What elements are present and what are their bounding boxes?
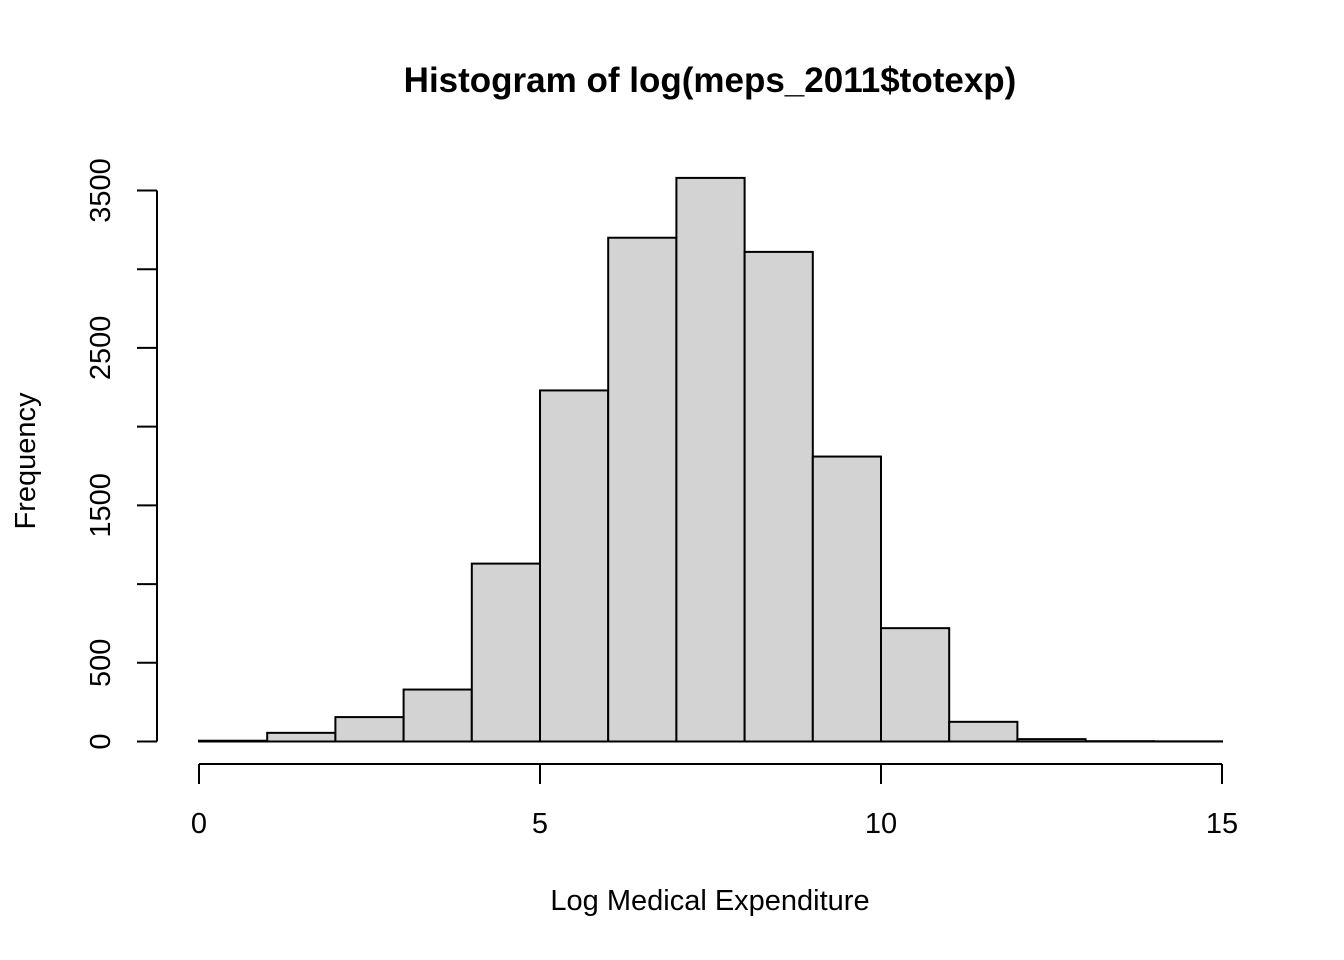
x-axis: 0 5 10 15 xyxy=(191,763,1238,840)
y-tick-label-3: 1500 xyxy=(85,473,117,538)
histogram-bar-9 xyxy=(811,455,882,743)
x-tick-label-2: 10 xyxy=(865,808,897,840)
histogram-bar-10 xyxy=(880,627,951,743)
y-axis-label: Frequency xyxy=(10,392,42,530)
chart-title: Histogram of log(meps_2011$totexp) xyxy=(404,61,1017,100)
histogram-bars xyxy=(198,176,1224,743)
histogram-bar-6 xyxy=(607,236,678,743)
y-axis: 0 500 1500 2500 3500 xyxy=(85,158,158,750)
x-tick-label-1: 5 xyxy=(532,808,548,840)
x-axis-label: Log Medical Expenditure xyxy=(550,885,869,917)
histogram-bar-5 xyxy=(539,389,610,743)
x-tick-label-3: 15 xyxy=(1206,808,1238,840)
histogram-bar-7 xyxy=(675,176,746,743)
histogram-bar-12 xyxy=(1016,738,1087,743)
y-tick-label-5: 2500 xyxy=(85,316,117,381)
histogram-bar-11 xyxy=(948,720,1019,743)
histogram-bar-2 xyxy=(334,716,405,743)
y-tick-label-1: 500 xyxy=(85,639,117,687)
histogram-bar-1 xyxy=(266,731,337,743)
x-tick-label-0: 0 xyxy=(191,808,207,840)
histogram-bar-3 xyxy=(402,688,473,743)
y-tick-label-7: 3500 xyxy=(85,158,117,223)
histogram-bar-0 xyxy=(198,739,269,743)
histogram-bar-4 xyxy=(470,562,541,743)
y-tick-label-0: 0 xyxy=(85,733,117,749)
histogram-bar-8 xyxy=(743,250,814,743)
